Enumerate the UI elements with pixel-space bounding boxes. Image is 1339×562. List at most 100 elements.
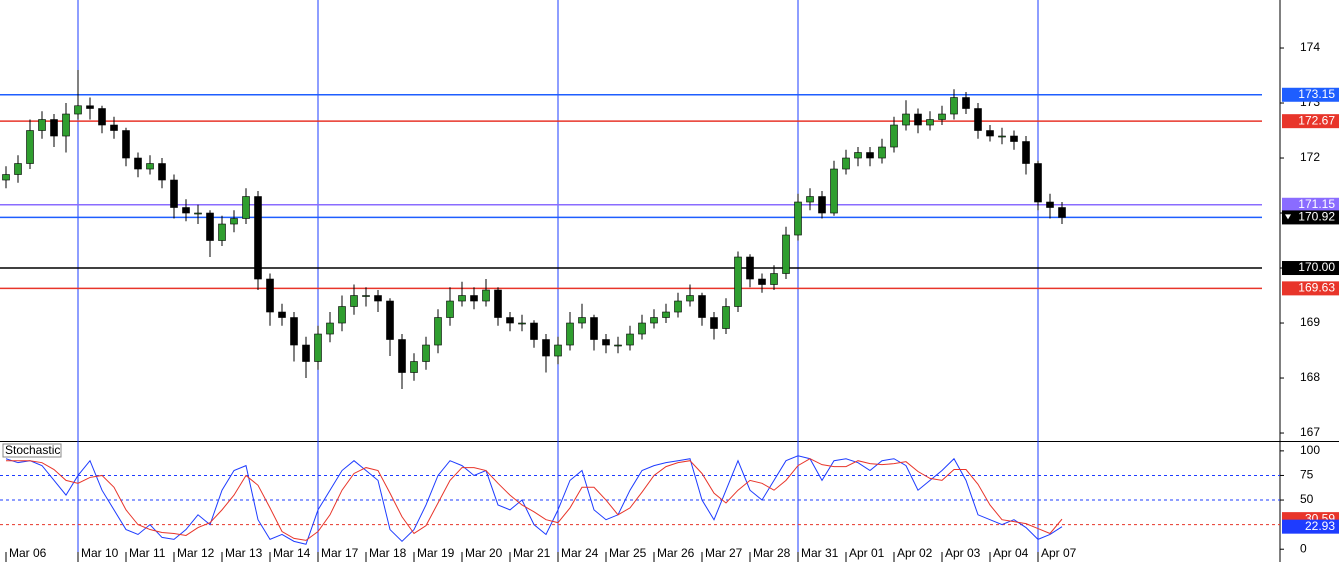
x-tick-label: Mar 24 [561,546,599,560]
candle-body [14,163,22,175]
y-tick-label: 172 [1300,150,1320,164]
candle-body [398,339,406,373]
candle-body [830,168,838,214]
labels: 16716816917017117217317405075100Mar 06Ma… [5,40,1339,562]
candle-body [854,152,862,159]
candle-body [938,113,946,120]
candle-body [98,108,106,126]
price-level-tag-label: 171.15 [1298,197,1335,211]
candle-body [782,234,790,274]
candle-body [1046,201,1054,208]
candle-body [614,344,622,347]
stoch-main-tag [1282,519,1339,534]
candle-body [770,273,778,285]
price-level-tag [1282,261,1339,276]
stoch-main-line [5,455,1063,545]
candle-body [446,300,454,318]
y-tick-label: 167 [1300,425,1320,439]
x-tick-label: Mar 28 [753,546,791,560]
candle-body [254,196,262,280]
price-level-tag [1282,197,1339,212]
candle-body [2,174,10,181]
candle-body [494,289,502,318]
candle-body [374,295,382,302]
candle-body [878,146,886,159]
candle-body [542,339,550,357]
candle-body [326,322,334,335]
candle-body [638,322,646,335]
candle-body [1058,207,1066,218]
candle-body [74,105,82,115]
candle-body [722,306,730,329]
last-price-tag-label: 170.92 [1298,210,1335,224]
x-tick-label: Mar 11 [129,546,166,560]
candle-body [686,295,694,302]
price-level-tag-label: 173.15 [1298,87,1335,101]
candle-body [386,300,394,340]
candle-body [194,212,202,215]
candle-body [890,124,898,148]
candle-body [266,278,274,313]
candle-body [518,322,526,325]
candle-body [170,179,178,208]
candle-body [974,108,982,131]
candle-body [134,157,142,170]
marks [2,70,1066,545]
candle-body [422,344,430,362]
candle-body [866,152,874,159]
x-tick-label: Mar 17 [321,546,359,560]
candle-body [842,157,850,170]
candle-body [662,311,670,318]
candle-body [914,113,922,126]
candle-body [602,339,610,346]
x-tick-label: Apr 03 [945,546,981,560]
candle-body [506,317,514,324]
x-tick-label: Mar 21 [513,546,551,560]
candle-body [806,196,814,203]
candle-body [746,256,754,280]
grid [0,0,1284,562]
stoch-tick-label: 75 [1300,468,1314,482]
price-level-tag [1282,114,1339,129]
y-tick-label: 169 [1300,315,1320,329]
x-tick-label: Mar 25 [609,546,647,560]
candle-body [902,113,910,126]
candle-body [758,278,766,285]
candle-body [578,317,586,324]
candle-body [158,163,166,181]
y-tick-label: 174 [1300,40,1320,54]
x-tick-label: Mar 10 [81,546,119,560]
candle-body [38,119,46,131]
candle-body [458,295,466,302]
candle-body [590,317,598,340]
candle-body [626,333,634,346]
candle-body [122,130,130,159]
x-tick-label: Apr 04 [993,546,1029,560]
stoch-main-tag-label: 22.93 [1305,519,1335,533]
candle-body [50,119,58,137]
candle-body [206,212,214,241]
y-tick-label: 168 [1300,370,1320,384]
candle-body [926,119,934,126]
candle-body [278,311,286,318]
candle-body [530,322,538,340]
candle-body [146,163,154,170]
candle-body [338,306,346,324]
stochastic-title: Stochastic [5,443,60,457]
price-level-tag [1282,87,1339,102]
candle-body [710,317,718,329]
x-tick-label: Mar 26 [657,546,695,560]
last-price-tag [1282,210,1339,225]
candle-body [986,130,994,137]
candle-body [554,344,562,357]
candle-body [242,196,250,219]
x-tick-label: Mar 27 [705,546,743,560]
x-tick-label: Mar 06 [9,546,47,560]
x-tick-label: Mar 18 [369,546,407,560]
candle-body [410,361,418,373]
price-level-tag [1282,281,1339,296]
candle-body [86,105,94,109]
candle-body [218,223,226,241]
candle-body [566,322,574,346]
